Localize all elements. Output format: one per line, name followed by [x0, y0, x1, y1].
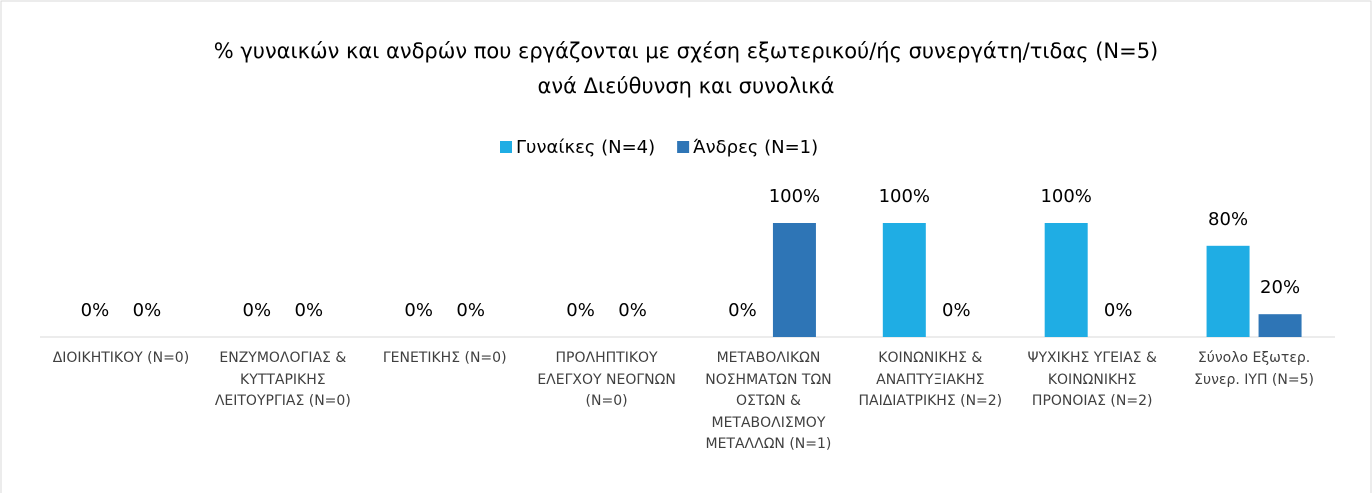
value-label: 0% [566, 300, 595, 321]
bar [772, 223, 816, 337]
legend-label: Άνδρες (N=1) [693, 137, 818, 158]
x-tick-label: ΚΟΙΝΩΝΙΚΗΣ & ΑΝΑΠΤΥΞΙΑΚΗΣ ΠΑΙΔΙΑΤΡΙΚΗΣ (… [858, 350, 1003, 409]
bar [1258, 314, 1302, 337]
x-tick-label: ΨΥΧΙΚΗΣ ΥΓΕΙΑΣ & ΚΟΙΝΩΝΙΚΗΣ ΠΡΟΝΟΙΑΣ (N=… [1027, 350, 1157, 409]
value-label: 100% [879, 186, 930, 207]
x-tick-label: ΕΝΖΥΜΟΛΟΓΙΑΣ & ΚΥΤΤΑΡΙΚΗΣ ΛΕΙΤΟΥΡΓΙΑΣ (N… [214, 350, 351, 409]
value-label: 0% [942, 300, 971, 321]
value-label: 0% [295, 300, 324, 321]
value-label: 80% [1208, 209, 1248, 230]
chart-title: % γυναικών και ανδρών που εργάζονται με … [214, 39, 1159, 63]
bar [1206, 245, 1250, 337]
value-label: 20% [1260, 277, 1300, 298]
value-label: 0% [728, 300, 757, 321]
value-label: 100% [1040, 186, 1091, 207]
value-label: 0% [1104, 300, 1133, 321]
value-label: 0% [456, 300, 485, 321]
bar [1044, 223, 1088, 337]
legend-swatch [677, 141, 690, 153]
x-tick-label: Σύνολο Εξωτερ. Συνερ. ΙΥΠ (N=5) [1194, 350, 1314, 388]
x-tick-label: ΓΕΝΕΤΙΚΗΣ (N=0) [382, 350, 507, 366]
x-tick-label: ΜΕΤΑΒΟΛΙΚΩΝ ΝΟΣΗΜΑΤΩΝ ΤΩΝ ΟΣΤΩΝ & ΜΕΤΑΒΟ… [705, 350, 832, 452]
value-label: 0% [133, 300, 162, 321]
value-label: 0% [243, 300, 272, 321]
x-tick-label: ΠΡΟΛΗΠΤΙΚΟΥ ΕΛΕΓΧΟΥ ΝΕΟΓΝΩΝ (N=0) [537, 350, 676, 409]
chart-title: ανά Διεύθυνση και συνολικά [538, 74, 835, 98]
value-label: 0% [404, 300, 433, 321]
value-label: 0% [618, 300, 647, 321]
value-label: 100% [769, 186, 820, 207]
bar [882, 223, 926, 337]
legend-swatch [500, 141, 512, 153]
legend-label: Γυναίκες (N=4) [516, 137, 655, 158]
x-tick-label: ΔΙΟΙΚΗΤΙΚΟΥ (N=0) [52, 350, 190, 366]
value-label: 0% [81, 300, 110, 321]
